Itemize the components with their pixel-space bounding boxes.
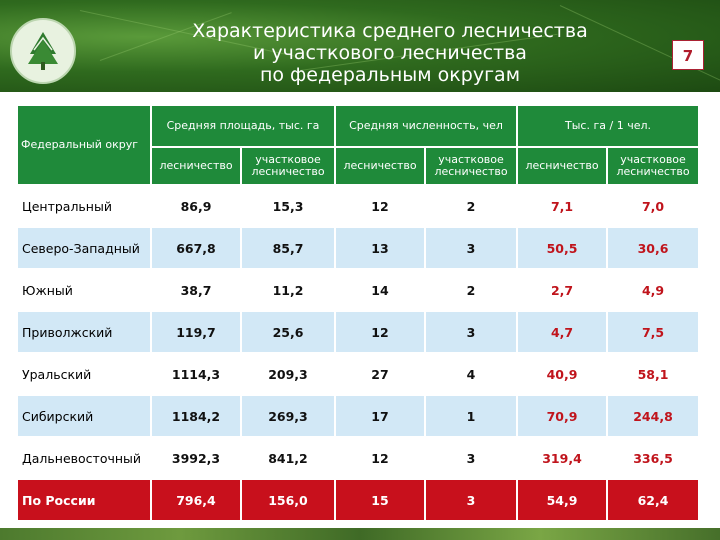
table-cell: 12 bbox=[336, 312, 424, 352]
table-cell: 86,9 bbox=[152, 186, 240, 226]
table-row: Северо-Западный 667,8 85,7 13 3 50,5 30,… bbox=[18, 228, 699, 268]
table-cell: 209,3 bbox=[242, 354, 334, 394]
table-cell: 3 bbox=[426, 438, 517, 478]
table-cell: 30,6 bbox=[608, 228, 699, 268]
forestry-logo bbox=[10, 18, 76, 84]
region-name: Северо-Западный bbox=[18, 228, 150, 268]
table-cell: 2 bbox=[426, 270, 517, 310]
table-cell: 336,5 bbox=[608, 438, 699, 478]
region-name: Южный bbox=[18, 270, 150, 310]
table-cell: 841,2 bbox=[242, 438, 334, 478]
subheader-forestry: лесничество bbox=[336, 148, 424, 184]
region-name: Приволжский bbox=[18, 312, 150, 352]
table-cell: 796,4 bbox=[152, 480, 240, 520]
total-label: По России bbox=[18, 480, 150, 520]
table-cell: 27 bbox=[336, 354, 424, 394]
table-cell: 12 bbox=[336, 438, 424, 478]
page-number: 7 bbox=[672, 40, 704, 70]
title-line-3: по федеральным округам bbox=[259, 64, 521, 86]
table-cell: 50,5 bbox=[518, 228, 607, 268]
title-line-1: Характеристика среднего лесничества bbox=[192, 20, 588, 42]
table-cell: 269,3 bbox=[242, 396, 334, 436]
table-cell: 2 bbox=[426, 186, 517, 226]
table-cell: 13 bbox=[336, 228, 424, 268]
slide-title: Характеристика среднего лесничества и уч… bbox=[140, 20, 640, 86]
tree-icon bbox=[28, 32, 58, 70]
region-name: Центральный bbox=[18, 186, 150, 226]
table-cell: 85,7 bbox=[242, 228, 334, 268]
table-cell: 15 bbox=[336, 480, 424, 520]
table-cell: 667,8 bbox=[152, 228, 240, 268]
table-cell: 11,2 bbox=[242, 270, 334, 310]
table-row: Дальневосточный 3992,3 841,2 12 3 319,4 … bbox=[18, 438, 699, 478]
table-cell: 319,4 bbox=[518, 438, 607, 478]
table-cell: 3 bbox=[426, 480, 517, 520]
region-name: Уральский bbox=[18, 354, 150, 394]
table-cell: 1184,2 bbox=[152, 396, 240, 436]
table-cell: 3 bbox=[426, 228, 517, 268]
table-cell: 3 bbox=[426, 312, 517, 352]
table-cell: 58,1 bbox=[608, 354, 699, 394]
group-header-area: Средняя площадь, тыс. га bbox=[152, 106, 334, 146]
table-cell: 2,7 bbox=[518, 270, 607, 310]
forestry-table: Федеральный округ Средняя площадь, тыс. … bbox=[16, 104, 700, 522]
table-cell: 4,7 bbox=[518, 312, 607, 352]
table-cell: 244,8 bbox=[608, 396, 699, 436]
region-name: Дальневосточный bbox=[18, 438, 150, 478]
table-cell: 119,7 bbox=[152, 312, 240, 352]
table-cell: 7,5 bbox=[608, 312, 699, 352]
footer-foliage bbox=[0, 528, 720, 540]
group-header-staff: Средняя численность, чел bbox=[336, 106, 517, 146]
table-cell: 15,3 bbox=[242, 186, 334, 226]
table-cell: 14 bbox=[336, 270, 424, 310]
group-header-ratio: Тыс. га / 1 чел. bbox=[518, 106, 699, 146]
table-cell: 12 bbox=[336, 186, 424, 226]
table-cell: 7,0 bbox=[608, 186, 699, 226]
total-row: По России 796,4 156,0 15 3 54,9 62,4 bbox=[18, 480, 699, 520]
table-cell: 54,9 bbox=[518, 480, 607, 520]
table-cell: 38,7 bbox=[152, 270, 240, 310]
subheader-district: участковое лесничество bbox=[242, 148, 334, 184]
subheader-district: участковое лесничество bbox=[426, 148, 517, 184]
table-cell: 62,4 bbox=[608, 480, 699, 520]
table-cell: 25,6 bbox=[242, 312, 334, 352]
table-row: Уральский 1114,3 209,3 27 4 40,9 58,1 bbox=[18, 354, 699, 394]
table-cell: 3992,3 bbox=[152, 438, 240, 478]
table-cell: 70,9 bbox=[518, 396, 607, 436]
table-row: Центральный 86,9 15,3 12 2 7,1 7,0 bbox=[18, 186, 699, 226]
subheader-forestry: лесничество bbox=[152, 148, 240, 184]
region-name: Сибирский bbox=[18, 396, 150, 436]
table-row: Сибирский 1184,2 269,3 17 1 70,9 244,8 bbox=[18, 396, 699, 436]
table-cell: 17 bbox=[336, 396, 424, 436]
table-cell: 4,9 bbox=[608, 270, 699, 310]
table-cell: 7,1 bbox=[518, 186, 607, 226]
table-cell: 1 bbox=[426, 396, 517, 436]
table-cell: 156,0 bbox=[242, 480, 334, 520]
table-cell: 1114,3 bbox=[152, 354, 240, 394]
table-row: Приволжский 119,7 25,6 12 3 4,7 7,5 bbox=[18, 312, 699, 352]
region-column-header: Федеральный округ bbox=[18, 106, 150, 184]
subheader-district: участковое лесничество bbox=[608, 148, 699, 184]
title-line-2: и участкового лесничества bbox=[253, 42, 527, 64]
subheader-forestry: лесничество bbox=[518, 148, 607, 184]
table-cell: 40,9 bbox=[518, 354, 607, 394]
slide-header: Характеристика среднего лесничества и уч… bbox=[0, 0, 720, 92]
table-row: Южный 38,7 11,2 14 2 2,7 4,9 bbox=[18, 270, 699, 310]
table-cell: 4 bbox=[426, 354, 517, 394]
